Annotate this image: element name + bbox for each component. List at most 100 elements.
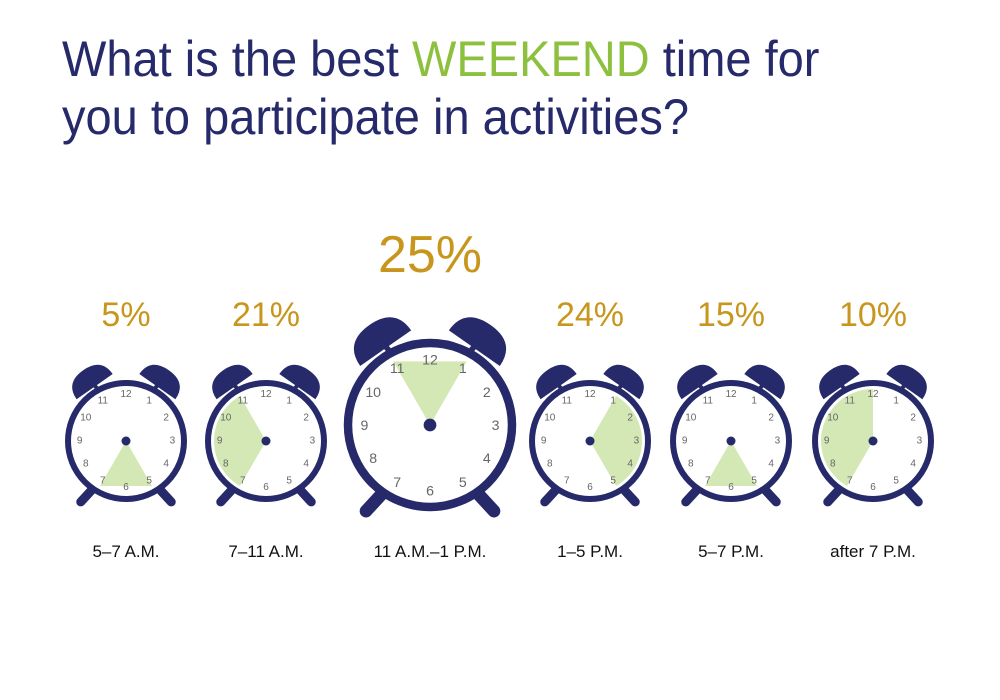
clock-numeral: 12 — [867, 389, 879, 400]
time-period-label: 5–7 A.M. — [92, 542, 159, 561]
clock-center-dot — [121, 436, 131, 446]
time-slice — [100, 441, 152, 487]
time-period-label: 11 A.M.–1 P.M. — [374, 542, 487, 561]
time-period-label: 5–7 P.M. — [698, 542, 764, 561]
clock-numeral: 4 — [163, 459, 169, 470]
clock-center-dot — [261, 436, 271, 446]
clock-numeral: 4 — [910, 459, 916, 470]
clock-numeral: 8 — [830, 459, 836, 470]
clock-numeral: 2 — [303, 412, 309, 423]
clock-numeral: 8 — [223, 459, 229, 470]
clock-numeral: 1 — [751, 395, 757, 406]
clock-numeral: 7 — [847, 476, 853, 487]
clock-numeral: 6 — [123, 482, 129, 493]
clock-numeral: 9 — [824, 436, 830, 447]
clock-numeral: 6 — [263, 482, 269, 493]
clock-numeral: 3 — [310, 436, 316, 447]
clock-group: 12 12 3 45 6 78 9 10 11 24% 1–5 P.M. — [529, 296, 651, 561]
clock-numeral: 3 — [170, 436, 176, 447]
clock-numeral: 8 — [83, 459, 89, 470]
clock-numeral: 1 — [893, 395, 899, 406]
clock-numeral: 7 — [564, 476, 570, 487]
chart-title: What is the best WEEKEND time for you to… — [62, 30, 908, 146]
clock-numeral: 10 — [827, 412, 839, 423]
title-highlight-weekend: WEEKEND — [412, 31, 650, 87]
clock-group: 12 12 3 45 6 78 9 10 11 15% 5–7 P.M. — [670, 296, 792, 561]
title-text-before: What is the best — [62, 31, 413, 87]
clock-numeral: 12 — [422, 351, 438, 367]
clock-group: 12 12 3 45 6 78 9 10 11 5% 5–7 A.M. — [65, 296, 187, 561]
percent-label: 24% — [556, 296, 624, 334]
clock-numeral: 5 — [146, 476, 152, 487]
clock-numeral: 12 — [584, 389, 596, 400]
clock-numeral: 9 — [541, 436, 547, 447]
clock-numeral: 10 — [685, 412, 697, 423]
percent-label: 5% — [101, 296, 150, 334]
clock-numeral: 10 — [365, 384, 381, 400]
percent-label: 10% — [839, 296, 907, 334]
clock-numeral: 2 — [163, 412, 169, 423]
percent-label: 25% — [378, 226, 482, 284]
clock-numeral: 12 — [260, 389, 272, 400]
clock-numeral: 2 — [627, 412, 633, 423]
time-slice — [393, 361, 467, 425]
clock-numeral: 4 — [303, 459, 309, 470]
clock-numeral: 11 — [98, 395, 109, 406]
clock-numeral: 5 — [751, 476, 757, 487]
clock-numeral: 8 — [547, 459, 553, 470]
clock-numeral: 7 — [100, 476, 106, 487]
clock-numeral: 11 — [562, 395, 573, 406]
time-slice — [821, 389, 873, 487]
clock-numeral: 3 — [492, 417, 500, 433]
time-period-label: 7–11 A.M. — [228, 542, 303, 561]
clock-numeral: 6 — [587, 482, 593, 493]
clock-numeral: 9 — [360, 417, 368, 433]
clock-numeral: 12 — [725, 389, 737, 400]
clock-numeral: 12 — [120, 389, 132, 400]
time-slice — [214, 395, 266, 487]
clock-numeral: 4 — [483, 450, 491, 466]
clock-numeral: 1 — [459, 360, 467, 376]
clock-numeral: 2 — [768, 412, 774, 423]
clock-numeral: 10 — [80, 412, 92, 423]
clock-center-dot — [585, 436, 595, 446]
clock-numeral: 7 — [240, 476, 246, 487]
clock-numeral: 11 — [845, 395, 856, 406]
clock-numeral: 9 — [682, 436, 688, 447]
clock-numeral: 1 — [146, 395, 152, 406]
clock-numeral: 11 — [390, 360, 405, 376]
time-slice — [590, 395, 642, 487]
clock-numeral: 4 — [627, 459, 633, 470]
clock-numeral: 5 — [610, 476, 616, 487]
title-text-after: time for you to participate in activitie… — [62, 31, 820, 145]
clock-numeral: 4 — [768, 459, 774, 470]
clock-numeral: 11 — [238, 395, 249, 406]
clock-numeral: 10 — [544, 412, 556, 423]
clock-numeral: 3 — [917, 436, 923, 447]
clock-numeral: 7 — [393, 474, 401, 490]
clock-numeral: 9 — [77, 436, 83, 447]
clock-numeral: 10 — [220, 412, 232, 423]
clock-numeral: 9 — [217, 436, 223, 447]
clock-numeral: 11 — [703, 395, 714, 406]
clock-group: 12 12 3 45 6 78 9 10 11 21% 7–11 A.M. — [205, 296, 327, 561]
clock-numeral: 6 — [870, 482, 876, 493]
percent-label: 21% — [232, 296, 300, 334]
time-slice — [705, 441, 757, 487]
clock-numeral: 3 — [775, 436, 781, 447]
time-period-label: 1–5 P.M. — [557, 542, 623, 561]
clock-numeral: 6 — [426, 483, 434, 499]
clock-numeral: 5 — [286, 476, 292, 487]
clock-numeral: 6 — [728, 482, 734, 493]
clock-numeral: 8 — [688, 459, 694, 470]
clock-numeral: 7 — [705, 476, 711, 487]
clock-numeral: 2 — [483, 384, 491, 400]
clock-numeral: 8 — [369, 450, 377, 466]
clock-numeral: 5 — [459, 474, 467, 490]
clock-numeral: 1 — [610, 395, 616, 406]
clock-center-dot — [726, 436, 736, 446]
time-period-label: after 7 P.M. — [830, 542, 916, 561]
clock-numeral: 3 — [634, 436, 640, 447]
clock-group: 12 12 3 45 6 78 9 10 11 25% 11 A.M.–1 P.M. — [343, 226, 517, 561]
